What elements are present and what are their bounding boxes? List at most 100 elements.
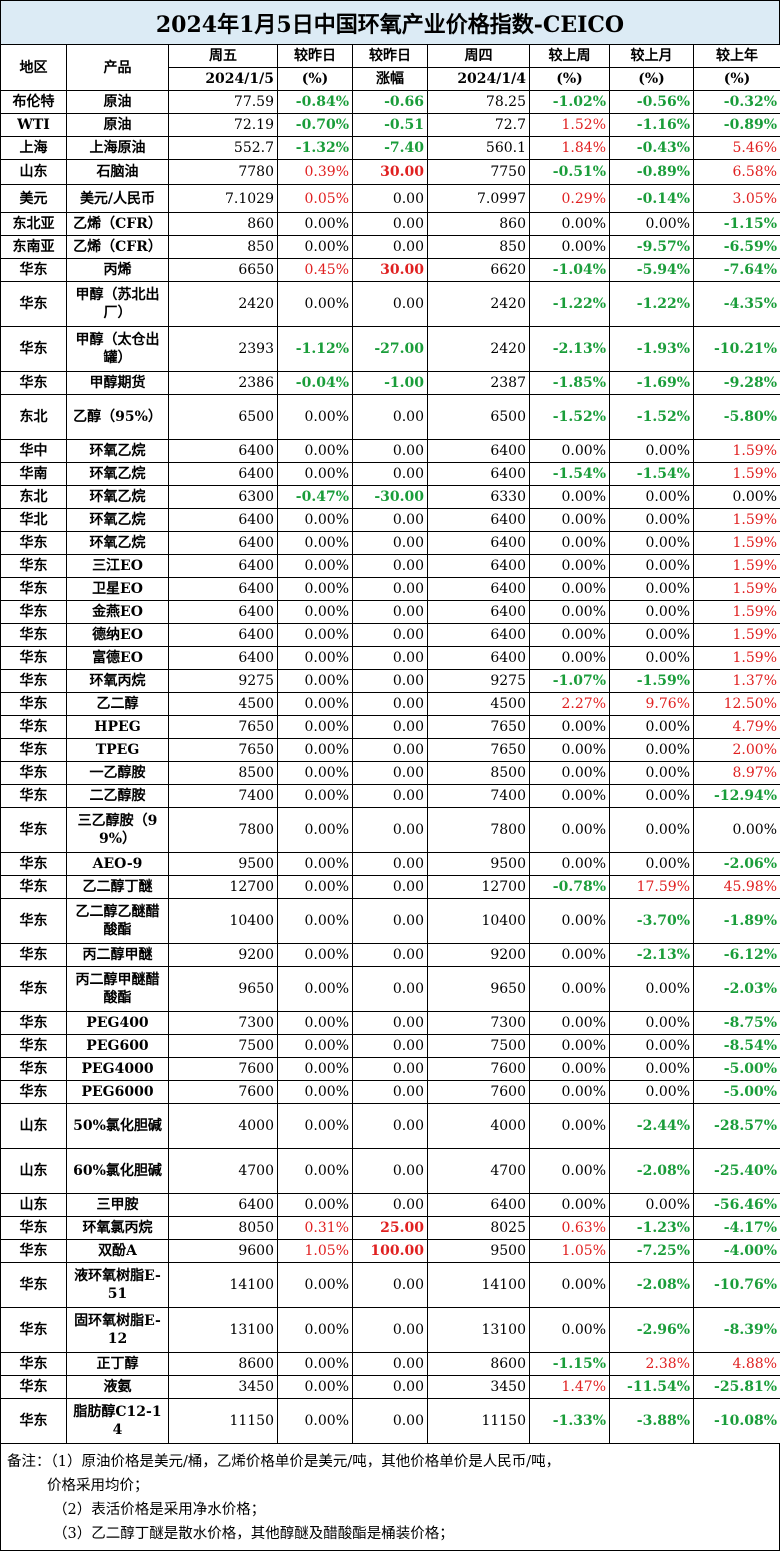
- table-row: 华东 环氧丙烷 9275 0.00% 0.00 9275 -1.07% -1.59% 1.37%: [0, 669, 780, 693]
- row-vs-prev-day-chg: 0.00: [352, 531, 428, 555]
- table-row: 华东 PEG600 7500 0.00% 0.00 7500 0.00% 0.00% -8.54…: [0, 1034, 780, 1058]
- row-vs-last-year: -8.39%: [693, 1307, 780, 1353]
- row-vs-prev-day-chg: -30.00: [352, 485, 428, 509]
- row-vs-last-month: -2.08%: [609, 1148, 694, 1194]
- row-vs-prev-day-pct: 0.00%: [277, 1398, 353, 1444]
- row-region: 华东: [0, 371, 67, 395]
- row-friday-price: 8500: [168, 761, 278, 785]
- row-region: 华东: [0, 852, 67, 876]
- row-vs-prev-day-chg: 0.00: [352, 462, 428, 486]
- row-vs-last-week: 0.00%: [529, 852, 610, 876]
- row-vs-prev-day-chg: 0.00: [352, 1398, 428, 1444]
- row-friday-price: 2420: [168, 281, 278, 327]
- row-region: 东北亚: [0, 212, 67, 236]
- row-product: 60%氯化胆碱: [66, 1148, 169, 1194]
- row-region: 华东: [0, 600, 67, 624]
- table-row: 东南亚 乙烯（CFR） 850 0.00% 0.00 850 0.00% -9.57% -6.5…: [0, 235, 780, 259]
- row-thursday-price: 10400: [427, 898, 530, 944]
- table-row: 华东 脂肪醇C12-14 11150 0.00% 0.00 11150 -1.33% -3.8…: [0, 1398, 780, 1444]
- row-region: 华东: [0, 1262, 67, 1308]
- row-vs-last-year: -7.64%: [693, 258, 780, 282]
- row-vs-prev-day-chg: 0.00: [352, 966, 428, 1012]
- row-friday-price: 7650: [168, 738, 278, 762]
- row-vs-last-week: 0.00%: [529, 600, 610, 624]
- row-vs-prev-day-chg: 0.00: [352, 235, 428, 259]
- row-vs-last-week: 0.00%: [529, 807, 610, 853]
- row-vs-last-month: 0.00%: [609, 600, 694, 624]
- row-vs-last-week: -1.52%: [529, 394, 610, 440]
- row-region: 华东: [0, 1216, 67, 1240]
- row-vs-last-year: -2.03%: [693, 966, 780, 1012]
- row-friday-price: 7650: [168, 715, 278, 739]
- row-thursday-price: 7800: [427, 807, 530, 853]
- row-vs-last-week: 1.84%: [529, 136, 610, 160]
- row-vs-prev-day-chg: 0.00: [352, 692, 428, 716]
- row-vs-prev-day-chg: 0.00: [352, 669, 428, 693]
- row-vs-last-month: 0.00%: [609, 554, 694, 578]
- table-row: 华东 德纳EO 6400 0.00% 0.00 6400 0.00% 0.00% 1.59%: [0, 623, 780, 647]
- row-vs-last-month: 0.00%: [609, 852, 694, 876]
- row-product: HPEG: [66, 715, 169, 739]
- row-vs-last-month: -1.22%: [609, 281, 694, 327]
- row-friday-price: 4000: [168, 1103, 278, 1149]
- table-row: 华东 双酚A 9600 1.05% 100.00 9500 1.05% -7.25% -4.00…: [0, 1239, 780, 1263]
- row-vs-prev-day-pct: 1.05%: [277, 1239, 353, 1263]
- row-vs-prev-day-chg: 0.00: [352, 394, 428, 440]
- row-vs-prev-day-chg: 0.00: [352, 1057, 428, 1081]
- row-thursday-price: 7650: [427, 738, 530, 762]
- row-thursday-price: 7650: [427, 715, 530, 739]
- row-vs-prev-day-pct: 0.00%: [277, 761, 353, 785]
- row-region: 华东: [0, 1307, 67, 1353]
- row-vs-prev-day-pct: 0.00%: [277, 692, 353, 716]
- header-chg-unit: 涨幅: [352, 67, 428, 91]
- row-vs-last-month: 0.00%: [609, 646, 694, 670]
- row-vs-last-month: 0.00%: [609, 531, 694, 555]
- row-friday-price: 6400: [168, 462, 278, 486]
- row-vs-prev-day-chg: 0.00: [352, 761, 428, 785]
- row-vs-last-year: 0.00%: [693, 485, 780, 509]
- row-vs-prev-day-pct: 0.00%: [277, 852, 353, 876]
- row-friday-price: 9275: [168, 669, 278, 693]
- row-friday-price: 9600: [168, 1239, 278, 1263]
- row-region: 华东: [0, 258, 67, 282]
- row-vs-prev-day-chg: -27.00: [352, 326, 428, 372]
- row-product: 液氨: [66, 1375, 169, 1399]
- row-vs-last-year: 4.79%: [693, 715, 780, 739]
- table-row: 华东 液环氧树脂E-51 14100 0.00% 0.00 14100 0.00% -2.08…: [0, 1262, 780, 1308]
- header-friday-date: 2024/1/5: [168, 67, 278, 91]
- row-friday-price: 6400: [168, 439, 278, 463]
- row-vs-last-year: -1.89%: [693, 898, 780, 944]
- row-product: 原油: [66, 90, 169, 114]
- row-region: 华东: [0, 577, 67, 601]
- row-vs-last-week: -1.07%: [529, 669, 610, 693]
- row-vs-last-year: 1.59%: [693, 508, 780, 532]
- table-row: 华东 三乙醇胺（99%） 7800 0.00% 0.00 7800 0.00% 0.00% 0.…: [0, 807, 780, 853]
- row-thursday-price: 9200: [427, 943, 530, 967]
- row-region: 华东: [0, 761, 67, 785]
- row-product: 石脑油: [66, 159, 169, 185]
- row-vs-prev-day-pct: 0.00%: [277, 212, 353, 236]
- row-vs-prev-day-pct: -1.32%: [277, 136, 353, 160]
- row-vs-last-week: 0.00%: [529, 1307, 610, 1353]
- row-friday-price: 9650: [168, 966, 278, 1012]
- row-vs-last-month: 0.00%: [609, 807, 694, 853]
- row-product: 金燕EO: [66, 600, 169, 624]
- row-vs-prev-day-pct: 0.00%: [277, 1375, 353, 1399]
- row-vs-last-year: 1.59%: [693, 600, 780, 624]
- row-product: 液环氧树脂E-51: [66, 1262, 169, 1308]
- row-vs-prev-day-chg: 0.00: [352, 184, 428, 213]
- row-product: 双酚A: [66, 1239, 169, 1263]
- row-vs-last-week: 0.00%: [529, 485, 610, 509]
- sheet-title: 2024年1月5日中国环氧产业价格指数-CEICO: [0, 0, 780, 44]
- row-region: 华中: [0, 439, 67, 463]
- row-product: 一乙醇胺: [66, 761, 169, 785]
- row-vs-prev-day-chg: 30.00: [352, 159, 428, 185]
- row-vs-last-month: -1.23%: [609, 1216, 694, 1240]
- row-product: 乙烯（CFR）: [66, 235, 169, 259]
- row-product: 上海原油: [66, 136, 169, 160]
- row-friday-price: 8600: [168, 1352, 278, 1376]
- notes: 备注：（1）原油价格是美元/桶，乙烯价格单价是美元/吨，其他价格单价是人民币/吨…: [0, 1444, 780, 1551]
- row-friday-price: 7600: [168, 1080, 278, 1104]
- row-friday-price: 3450: [168, 1375, 278, 1399]
- row-product: PEG6000: [66, 1080, 169, 1104]
